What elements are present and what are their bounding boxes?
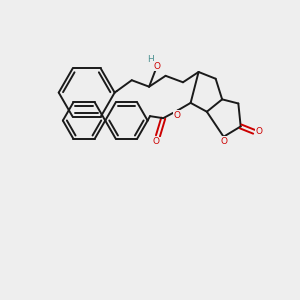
Text: O: O	[153, 137, 160, 146]
Text: O: O	[154, 61, 161, 70]
Text: O: O	[221, 137, 228, 146]
Text: O: O	[256, 127, 263, 136]
Text: O: O	[174, 111, 181, 120]
Text: H: H	[147, 55, 154, 64]
